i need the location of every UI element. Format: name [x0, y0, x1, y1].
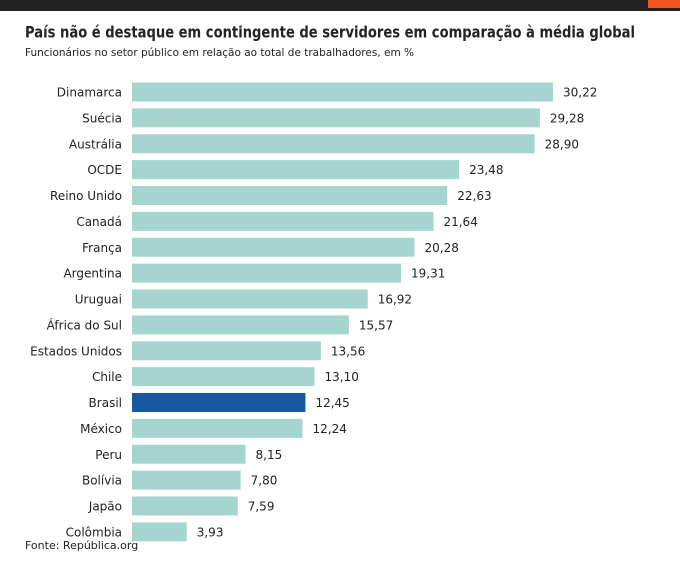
bar [132, 393, 306, 412]
bar [132, 470, 241, 490]
category-label: OCDE [87, 163, 122, 177]
category-label: Canadá [76, 215, 122, 229]
value-label: 16,92 [378, 293, 412, 307]
value-label: 19,31 [411, 267, 445, 281]
value-label: 12,45 [315, 396, 349, 410]
value-label: 21,64 [443, 215, 477, 229]
bar [132, 134, 535, 154]
value-label: 13,10 [324, 370, 358, 384]
bar [132, 289, 368, 309]
value-label: 28,90 [545, 137, 579, 151]
value-label: 22,63 [457, 189, 491, 203]
category-label: Argentina [63, 267, 122, 281]
category-label: México [80, 422, 122, 436]
category-label: Brasil [89, 396, 122, 410]
category-label: Japão [88, 500, 122, 514]
top-accent [648, 0, 680, 8]
category-label: Peru [95, 448, 122, 462]
chart-subtitle: Funcionários no setor público em relação… [25, 47, 414, 59]
category-label: Colômbia [66, 525, 122, 539]
bar [132, 211, 434, 231]
value-label: 30,22 [563, 86, 597, 100]
bar [132, 186, 448, 205]
category-label: Chile [92, 370, 122, 384]
category-label: Reino Unido [50, 189, 122, 203]
category-label: África do Sul [47, 317, 122, 332]
bar [132, 341, 321, 361]
bar [132, 522, 187, 542]
chart-title: País não é destaque em contingente de se… [25, 23, 635, 42]
category-label: Estados Unidos [30, 344, 122, 358]
value-label: 13,56 [331, 344, 365, 358]
bar [132, 263, 402, 283]
bar [132, 315, 349, 335]
source: Fonte: República.org [25, 539, 138, 552]
category-label: Uruguai [75, 293, 122, 307]
bar [132, 367, 315, 387]
value-label: 7,59 [248, 500, 275, 514]
bar [132, 444, 246, 464]
value-label: 12,24 [313, 422, 347, 436]
value-label: 20,28 [425, 241, 459, 255]
bar [132, 496, 238, 516]
category-label: Austrália [69, 137, 122, 151]
category-label: Suécia [82, 111, 122, 125]
value-label: 3,93 [197, 525, 224, 539]
value-label: 7,80 [251, 474, 278, 488]
bar [132, 82, 553, 102]
bar [132, 418, 303, 438]
category-label: Dinamarca [57, 86, 122, 100]
value-label: 23,48 [469, 163, 503, 177]
category-label: Bolívia [82, 474, 122, 488]
bar [132, 160, 460, 180]
bar [132, 237, 415, 257]
bar [132, 108, 540, 128]
value-label: 15,57 [359, 318, 393, 332]
value-label: 8,15 [256, 448, 283, 462]
category-label: França [82, 241, 122, 255]
value-label: 29,28 [550, 111, 584, 125]
top-bar [0, 0, 680, 11]
